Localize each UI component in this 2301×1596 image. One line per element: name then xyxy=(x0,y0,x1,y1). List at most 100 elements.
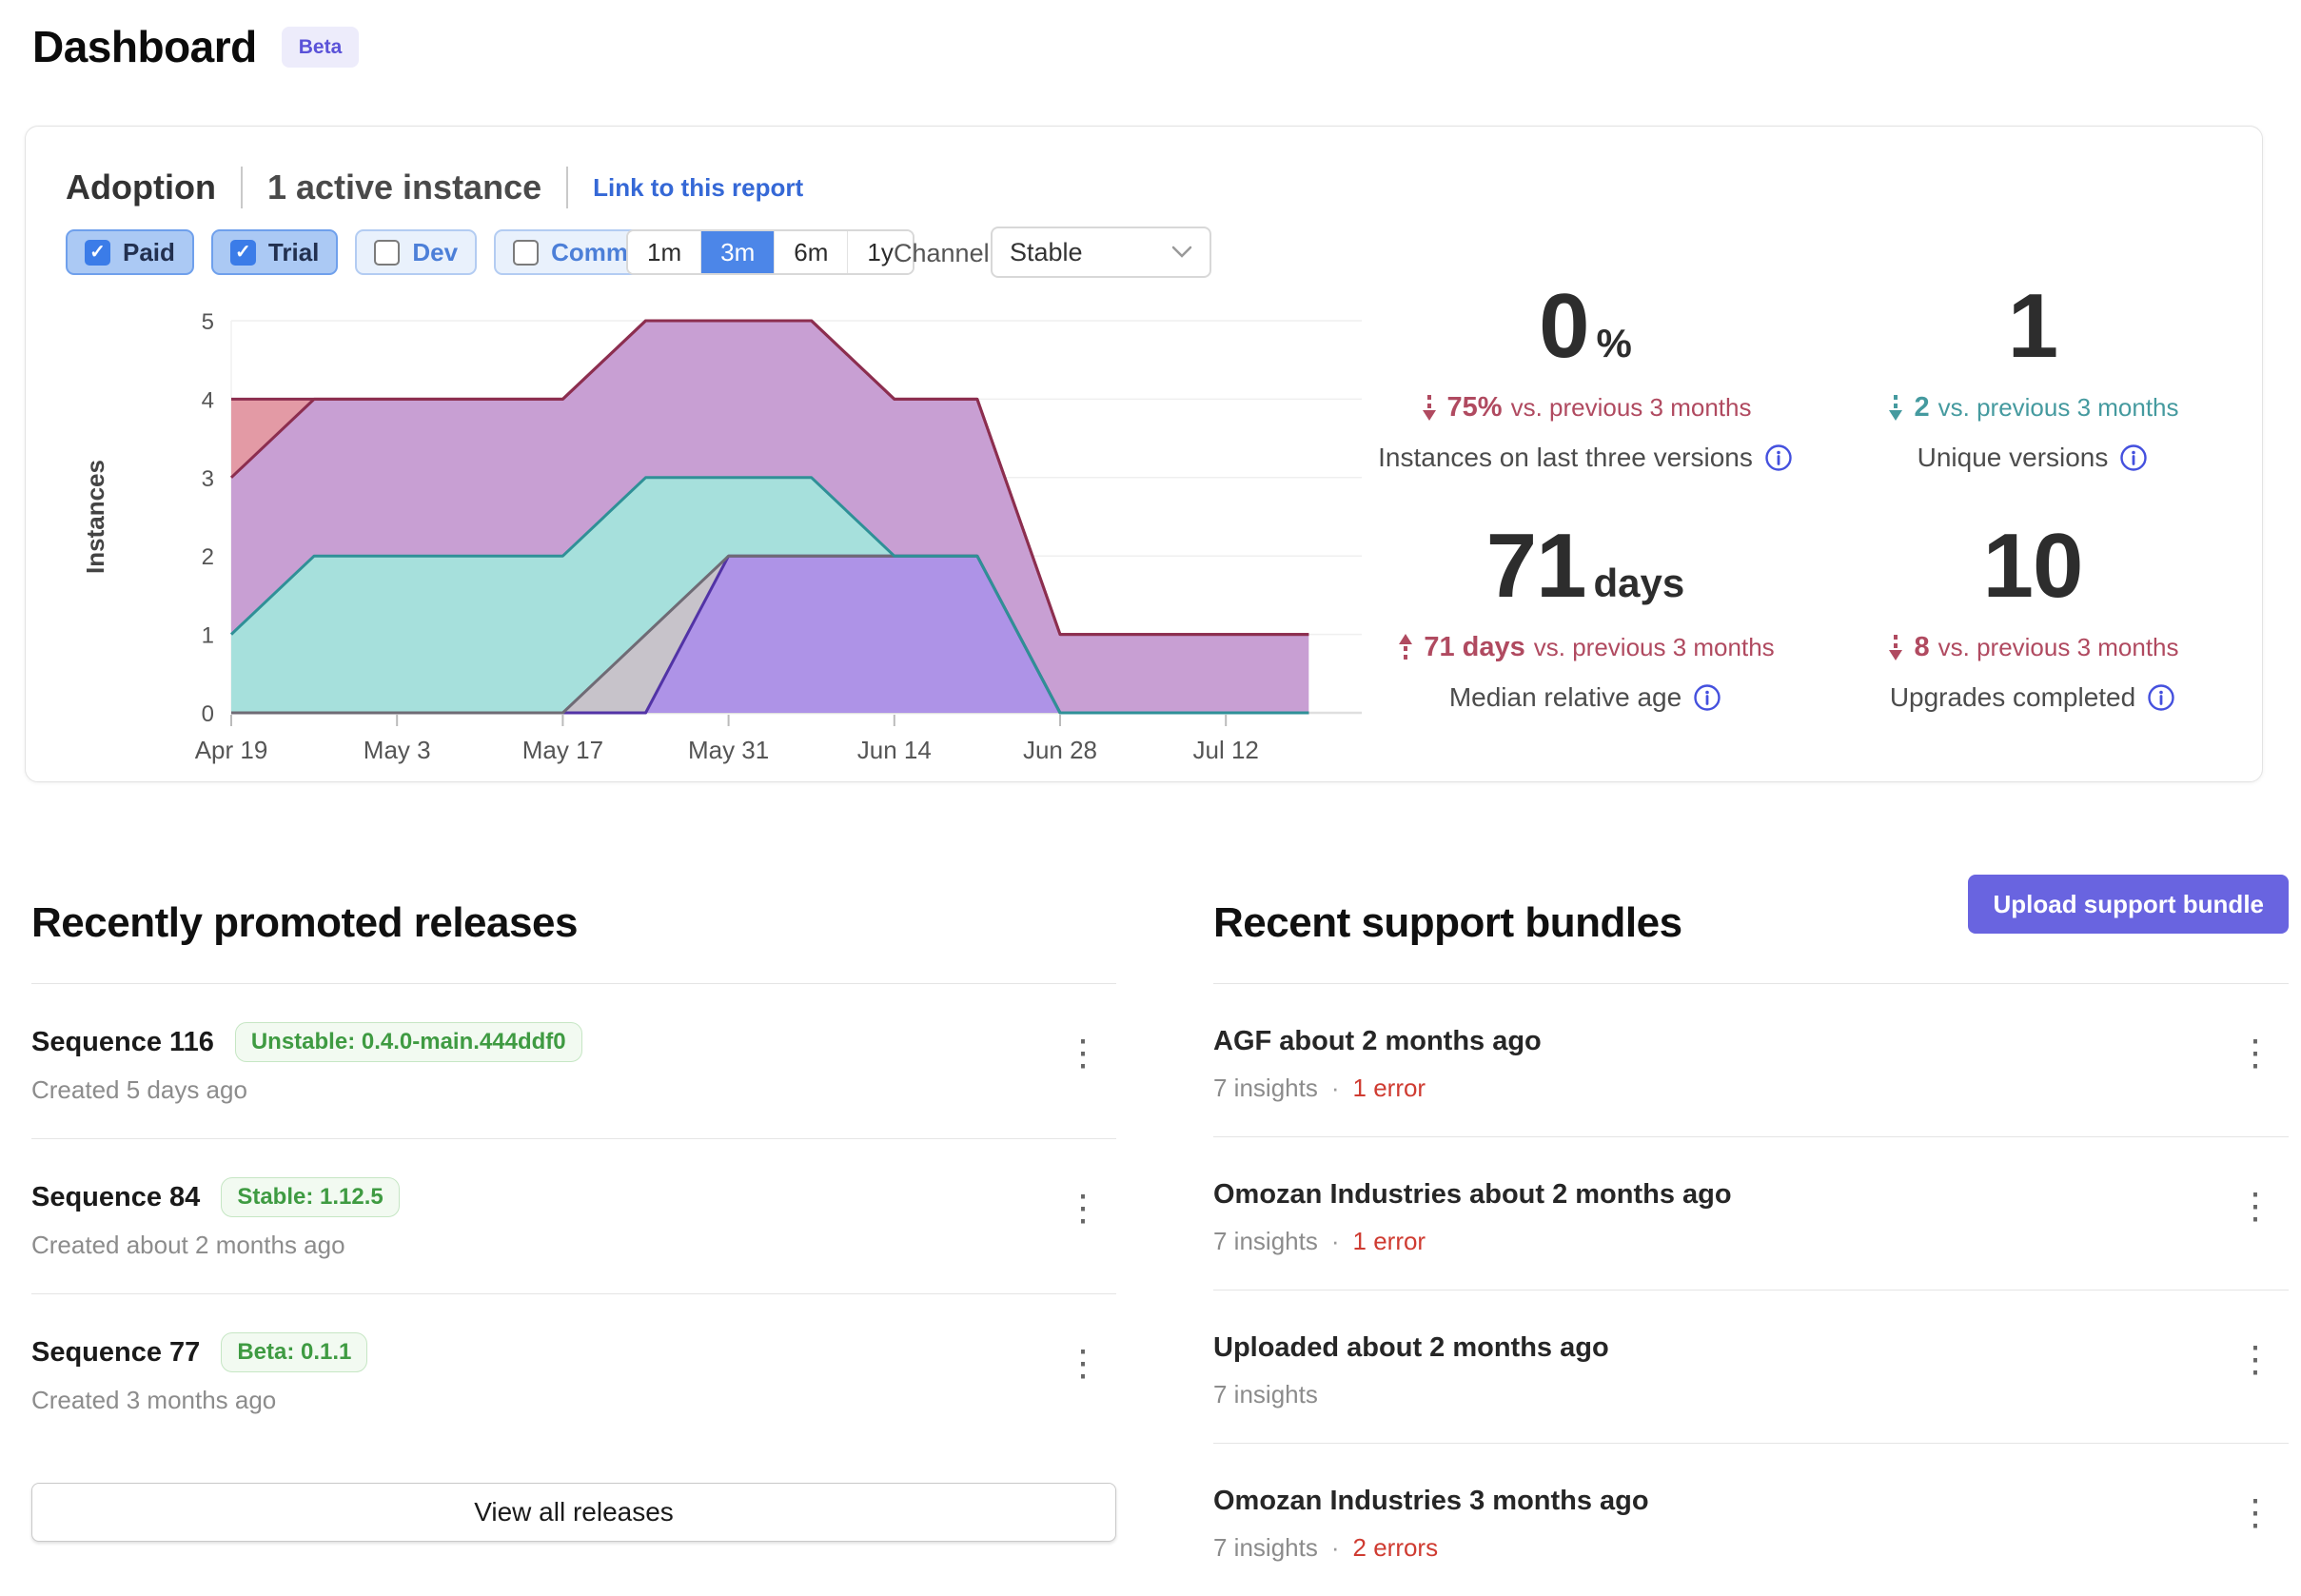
channel-select[interactable]: Stable xyxy=(991,227,1211,278)
stat-value: 71 xyxy=(1485,514,1587,617)
kebab-menu-icon[interactable]: ⋮ xyxy=(2237,1034,2273,1074)
adoption-chart[interactable]: 0 1 2 3 4 5 Apr 19 May 3 May 17 May 31 Jun 14 Jun 2… xyxy=(58,305,1390,781)
svg-text:Jun 14: Jun 14 xyxy=(857,736,932,764)
svg-text:May 31: May 31 xyxy=(688,736,769,764)
stat-value: 10 xyxy=(1982,514,2084,617)
stat-suffix: % xyxy=(1596,321,1632,365)
stat-delta: 8 vs. previous 3 months xyxy=(1809,632,2256,663)
svg-text:1: 1 xyxy=(202,623,214,649)
filter-label: Paid xyxy=(123,237,175,266)
stat-label: Unique versions xyxy=(1917,442,2109,472)
stat-value: 1 xyxy=(2007,275,2058,377)
range-1m[interactable]: 1m xyxy=(628,231,701,273)
info-icon[interactable] xyxy=(2147,683,2175,712)
adoption-stats: 0 % 75% vs. previous 3 months Instances … xyxy=(1362,275,2256,713)
bundle-title: Omozan Industries 3 months ago xyxy=(1213,1486,1649,1516)
stat-value: 0 xyxy=(1539,275,1589,377)
range-3m[interactable]: 3m xyxy=(700,231,775,273)
bundle-title: Uploaded about 2 months ago xyxy=(1213,1332,1609,1363)
trend-arrow-icon xyxy=(1399,634,1413,660)
adoption-title: Adoption xyxy=(66,167,216,207)
dot-separator: · xyxy=(1330,1074,1340,1102)
dot-separator: · xyxy=(1330,1227,1340,1255)
release-created: Created 5 days ago xyxy=(31,1075,247,1104)
bundle-insights: 7 insights xyxy=(1213,1074,1318,1102)
kebab-menu-icon[interactable]: ⋮ xyxy=(1065,1189,1101,1229)
filter-label: Dev xyxy=(412,237,459,266)
kebab-menu-icon[interactable]: ⋮ xyxy=(2237,1340,2273,1380)
release-row: Sequence 116 Unstable: 0.4.0-main.444ddf… xyxy=(31,983,1116,1138)
stat-unique-versions: 1 2 vs. previous 3 months Unique version… xyxy=(1809,275,2256,473)
bundle-row: Uploaded about 2 months ago 7 insights ·… xyxy=(1213,1290,2289,1443)
range-6m[interactable]: 6m xyxy=(774,231,848,273)
release-channel-badge: Stable: 1.12.5 xyxy=(221,1177,400,1217)
release-row: Sequence 84 Stable: 1.12.5 Created about… xyxy=(31,1138,1116,1293)
svg-text:May 17: May 17 xyxy=(522,736,603,764)
channel-label: Channel xyxy=(894,239,990,267)
checkbox-trial[interactable]: ✓ xyxy=(229,239,256,266)
delta-caption: vs. previous 3 months xyxy=(1510,392,1752,422)
bundle-title: Omozan Industries about 2 months ago xyxy=(1213,1179,1732,1210)
view-all-releases-button[interactable]: View all releases xyxy=(31,1483,1116,1542)
filter-label: Trial xyxy=(267,237,320,266)
svg-text:2: 2 xyxy=(202,544,214,570)
checkbox-community[interactable]: ✓ xyxy=(513,239,540,266)
dot-separator: · xyxy=(1330,1533,1340,1562)
checkbox-dev[interactable]: ✓ xyxy=(374,239,401,266)
active-instance-count: 1 active instance xyxy=(266,167,542,207)
bundle-insights: 7 insights xyxy=(1213,1227,1318,1255)
filter-chip-trial[interactable]: ✓ Trial xyxy=(210,229,339,275)
delta-caption: vs. previous 3 months xyxy=(1937,632,2179,661)
release-channel-badge: Beta: 0.1.1 xyxy=(221,1332,368,1372)
kebab-menu-icon[interactable]: ⋮ xyxy=(1065,1034,1101,1074)
svg-text:0: 0 xyxy=(202,701,214,727)
releases-section: Recently promoted releases Sequence 116 … xyxy=(31,899,1116,1542)
checkbox-paid[interactable]: ✓ xyxy=(85,239,110,266)
link-to-report[interactable]: Link to this report xyxy=(593,172,804,202)
bundle-insights: 7 insights xyxy=(1213,1533,1318,1562)
divider xyxy=(566,167,569,208)
stat-delta: 71 days vs. previous 3 months xyxy=(1362,632,1809,663)
upload-support-bundle-button[interactable]: Upload support bundle xyxy=(1968,875,2289,934)
release-channel-badge: Unstable: 0.4.0-main.444ddf0 xyxy=(234,1022,582,1062)
stat-suffix: days xyxy=(1593,560,1685,605)
bundle-errors: 1 error xyxy=(1352,1074,1426,1102)
svg-text:5: 5 xyxy=(202,309,214,335)
stat-delta: 2 vs. previous 3 months xyxy=(1809,392,2256,424)
svg-text:Apr 19: Apr 19 xyxy=(195,736,268,764)
info-icon[interactable] xyxy=(1693,683,1721,712)
chevron-down-icon xyxy=(1171,246,1192,258)
stat-median-relative-age: 71 days 71 days vs. previous 3 months Me… xyxy=(1362,514,1809,713)
page-header: Dashboard Beta xyxy=(32,21,360,72)
bundle-row: Omozan Industries about 2 months ago 7 i… xyxy=(1213,1136,2289,1290)
releases-heading: Recently promoted releases xyxy=(31,899,578,946)
bundle-errors: 2 errors xyxy=(1352,1533,1439,1562)
stat-delta: 75% vs. previous 3 months xyxy=(1362,392,1809,424)
support-bundles-section: Recent support bundles Upload support bu… xyxy=(1213,875,2289,1596)
stat-upgrades-completed: 10 8 vs. previous 3 months Upgrades comp… xyxy=(1809,514,2256,713)
svg-text:Jul 12: Jul 12 xyxy=(1193,736,1259,764)
kebab-menu-icon[interactable]: ⋮ xyxy=(2237,1187,2273,1227)
release-title: Sequence 116 xyxy=(31,1027,214,1057)
release-title: Sequence 84 xyxy=(31,1182,201,1212)
check-icon: ✓ xyxy=(235,242,251,263)
info-icon[interactable] xyxy=(2119,443,2148,472)
range-1y[interactable]: 1y xyxy=(847,231,913,273)
delta-caption: vs. previous 3 months xyxy=(1937,392,2179,422)
check-icon: ✓ xyxy=(89,242,106,263)
divider xyxy=(240,167,243,208)
license-type-filters: ✓ Paid ✓ Trial ✓ Dev ✓ Community xyxy=(66,229,707,275)
adoption-card-header: Adoption 1 active instance Link to this … xyxy=(66,163,803,212)
svg-text:4: 4 xyxy=(202,387,214,413)
delta-value: 2 xyxy=(1914,391,1930,423)
filter-chip-paid[interactable]: ✓ Paid xyxy=(66,229,194,275)
kebab-menu-icon[interactable]: ⋮ xyxy=(2237,1493,2273,1533)
svg-text:3: 3 xyxy=(202,466,214,492)
delta-value: 75% xyxy=(1446,391,1503,423)
info-icon[interactable] xyxy=(1764,443,1793,472)
kebab-menu-icon[interactable]: ⋮ xyxy=(1065,1344,1101,1384)
page-title: Dashboard xyxy=(32,22,257,71)
delta-value: 8 xyxy=(1914,631,1930,662)
stat-label: Upgrades completed xyxy=(1889,681,2136,712)
filter-chip-dev[interactable]: ✓ Dev xyxy=(355,229,478,275)
